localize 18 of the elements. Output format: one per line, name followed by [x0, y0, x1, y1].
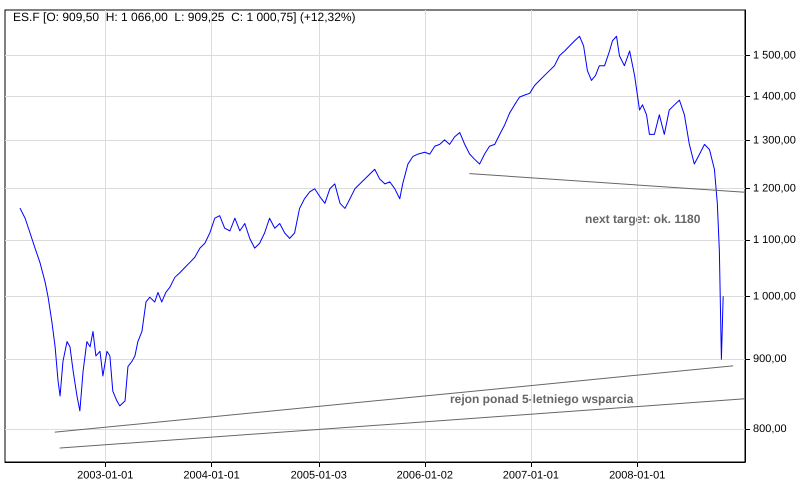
x-tick-label: 2005-01-03: [290, 470, 347, 482]
y-tick-label: 1 100,00: [753, 234, 796, 246]
x-tick-label: 2004-01-01: [183, 470, 240, 482]
x-tick-label: 2006-01-02: [396, 470, 453, 482]
annotation: next target: ok. 1180: [585, 212, 701, 226]
y-tick-label: 1 200,00: [753, 182, 796, 194]
y-tick-label: 1 400,00: [753, 90, 796, 103]
x-tick-label: 2007-01-01: [502, 470, 560, 482]
y-tick-label: 900,00: [753, 353, 787, 366]
x-tick-label: 2008-01-01: [609, 470, 666, 482]
x-tick-label: 2003-01-01: [77, 470, 134, 482]
y-tick-label: 1 000,00: [753, 290, 796, 303]
y-tick-label: 1 300,00: [753, 134, 796, 147]
line-series: [20, 36, 724, 412]
y-tick-label: 800,00: [753, 423, 787, 436]
y-tick-label: 1 500,00: [753, 50, 796, 62]
annotation: rejon ponad 5-letniego wsparcia: [450, 392, 634, 406]
chart-title: ES.F [O: 909,50 H: 1 066,00 L: 909,25 C: 1 000,75] (+12,32%): [13, 10, 356, 24]
